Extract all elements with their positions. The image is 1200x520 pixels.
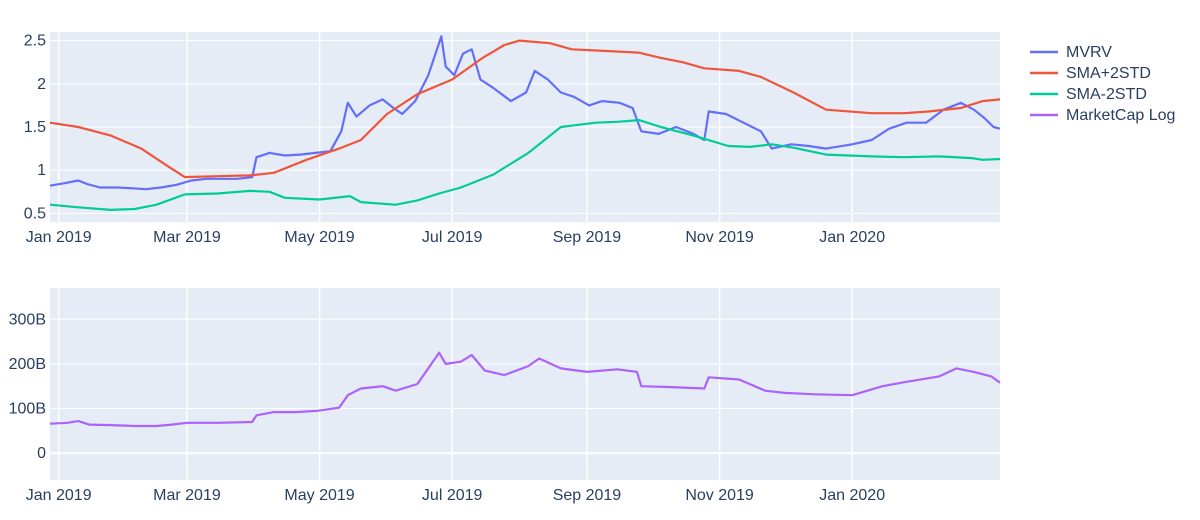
legend-label-mvrv: MVRV [1066,44,1112,61]
y-tick-label-top: 2.5 [24,33,46,50]
y-tick-label-bottom: 200B [9,356,46,373]
bottom-plot-panel: Jan 2019 Mar 2019 May 2019 Jul 2019 Sep 2019… [9,288,1001,504]
x-tick-label-bottom: Jan 2019 [26,487,92,504]
legend-label-sma-2std: SMA-2STD [1066,86,1147,103]
x-tick-label-bottom: Jul 2019 [422,487,483,504]
series-line-sma-2std[interactable] [49,119,1001,211]
y-tick-label-top: 1.5 [24,119,46,136]
legend-item-sma-2std[interactable]: SMA-2STD [1030,86,1147,103]
legend-item-marketcap-log[interactable]: MarketCap Log [1030,107,1175,124]
y-tick-label-bottom: 100B [9,401,46,418]
x-tick-label-top: May 2019 [284,229,354,246]
series-line-sma-2std[interactable] [49,39,1001,179]
x-tick-label-top: Mar 2019 [153,229,221,246]
x-tick-label-top: Jul 2019 [422,229,483,246]
x-tick-label-bottom: Mar 2019 [153,487,221,504]
x-tick-label-top: Jan 2019 [26,229,92,246]
series-line-marketcap-log[interactable] [49,351,1001,428]
y-tick-label-bottom: 300B [9,311,46,328]
x-tick-label-bottom: May 2019 [284,487,354,504]
legend-item-mvrv[interactable]: MVRV [1030,44,1112,61]
y-tick-label-top: 2 [37,76,46,93]
legend-label-marketcap-log: MarketCap Log [1066,107,1175,124]
x-tick-label-bottom: Nov 2019 [685,487,754,504]
x-tick-label-bottom: Jan 2020 [819,487,885,504]
series-line-mvrv[interactable] [49,35,1001,191]
legend-label-sma-2std: SMA+2STD [1066,65,1151,82]
x-tick-label-top: Jan 2020 [819,229,885,246]
plot-background-bottom [50,288,1000,480]
y-tick-label-top: 1 [37,162,46,179]
x-tick-label-top: Nov 2019 [685,229,754,246]
legend-item-sma-2std[interactable]: SMA+2STD [1030,65,1151,82]
y-tick-label-bottom: 0 [37,445,46,462]
x-tick-label-bottom: Sep 2019 [553,487,622,504]
top-plot-panel: Jan 2019 Mar 2019 May 2019 Jul 2019 Sep 2019… [24,32,1001,246]
x-tick-label-top: Sep 2019 [553,229,622,246]
y-tick-label-top: 0.5 [24,205,46,222]
legend[interactable]: MVRV SMA+2STD SMA-2STD MarketCap Log [1030,44,1175,124]
